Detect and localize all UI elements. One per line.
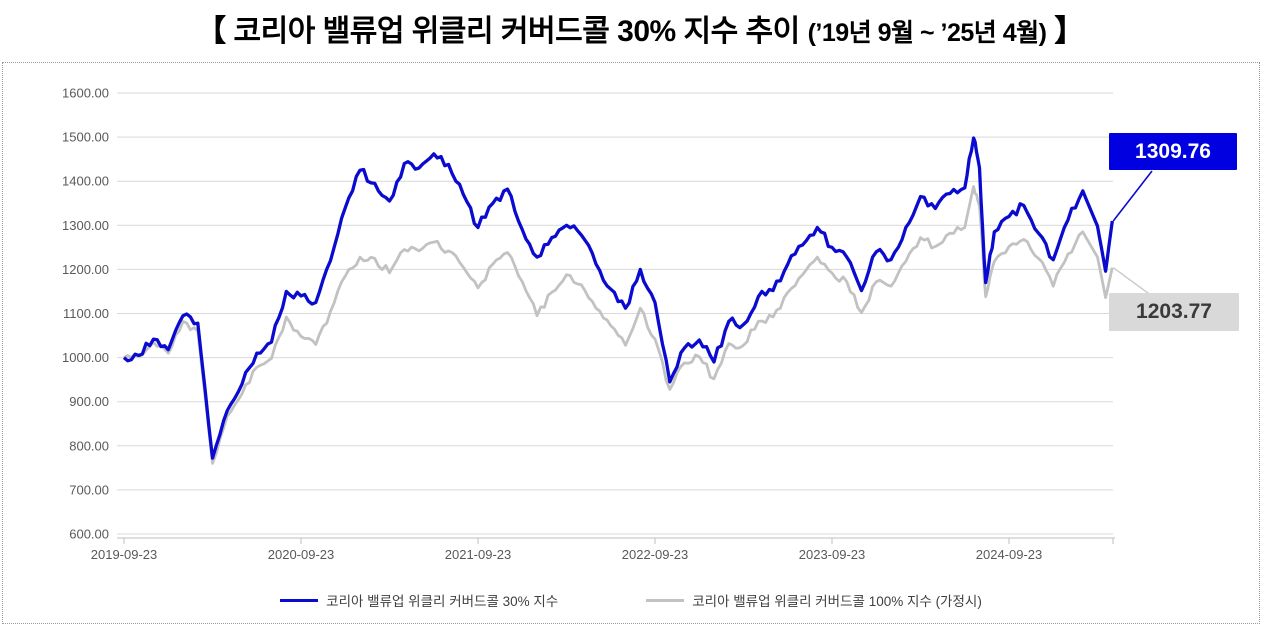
x-axis-label: 2024-09-23 — [976, 547, 1043, 562]
x-axis-label: 2022-09-23 — [622, 547, 689, 562]
legend: 코리아 밸류업 위클리 커버드콜 30% 지수 코리아 밸류업 위클리 커버드콜… — [3, 590, 1259, 610]
chart-svg: 600.00 700.00 800.00 900.00 1000.00 1100.00 12… — [62, 86, 1153, 562]
chart-title: 【 코리아 밸류업 위클리 커버드콜 30% 지수 추이 (’19년 9월 ~ … — [0, 6, 1280, 50]
end-value-label-30pct: 1309.76 — [1109, 133, 1237, 170]
end-value-label-100pct: 1203.77 — [1109, 293, 1239, 331]
series-line-30pct — [122, 136, 1114, 460]
series-line-100pct — [123, 185, 1114, 465]
y-axis-label: 1500.00 — [62, 130, 109, 145]
y-axis-label: 900.00 — [69, 394, 109, 409]
leader-line-30pct — [1112, 170, 1153, 222]
legend-item-100pct: 코리아 밸류업 위클리 커버드콜 100% 지수 (가정시) — [646, 590, 982, 610]
chart-title-bracket: 】 — [1046, 15, 1084, 48]
y-axis-label: 1600.00 — [62, 86, 109, 101]
y-axis-label: 1100.00 — [63, 306, 109, 321]
y-axis-label: 600.00 — [69, 527, 109, 542]
legend-swatch-100pct — [646, 598, 685, 602]
x-axis-label: 2019-09-23 — [91, 547, 158, 562]
y-axis-label: 800.00 — [69, 438, 109, 453]
legend-label-30pct: 코리아 밸류업 위클리 커버드콜 30% 지수 — [326, 594, 559, 609]
x-axis-label: 2021-09-23 — [445, 547, 512, 562]
chart-frame: 600.00 700.00 800.00 900.00 1000.00 1100.00 12… — [2, 62, 1260, 624]
legend-swatch-30pct — [280, 598, 319, 602]
y-axis-label: 700.00 — [69, 482, 109, 497]
x-axis-label: 2023-09-23 — [799, 547, 866, 562]
x-axis-label: 2020-09-23 — [268, 547, 335, 562]
legend-label-100pct: 코리아 밸류업 위클리 커버드콜 100% 지수 (가정시) — [692, 594, 982, 609]
legend-item-30pct: 코리아 밸류업 위클리 커버드콜 30% 지수 — [280, 590, 558, 610]
y-axis-label: 1200.00 — [62, 262, 109, 277]
chart-title-main: 【 코리아 밸류업 위클리 커버드콜 30% 지수 추이 — [196, 15, 808, 48]
chart-title-range: (’19년 9월 ~ ’25년 4월) — [807, 19, 1047, 47]
y-axis-label: 1400.00 — [62, 174, 109, 189]
leader-line-100pct — [1112, 267, 1153, 297]
y-axis-label: 1300.00 — [62, 218, 109, 233]
y-axis-label: 1000.00 — [62, 350, 109, 365]
